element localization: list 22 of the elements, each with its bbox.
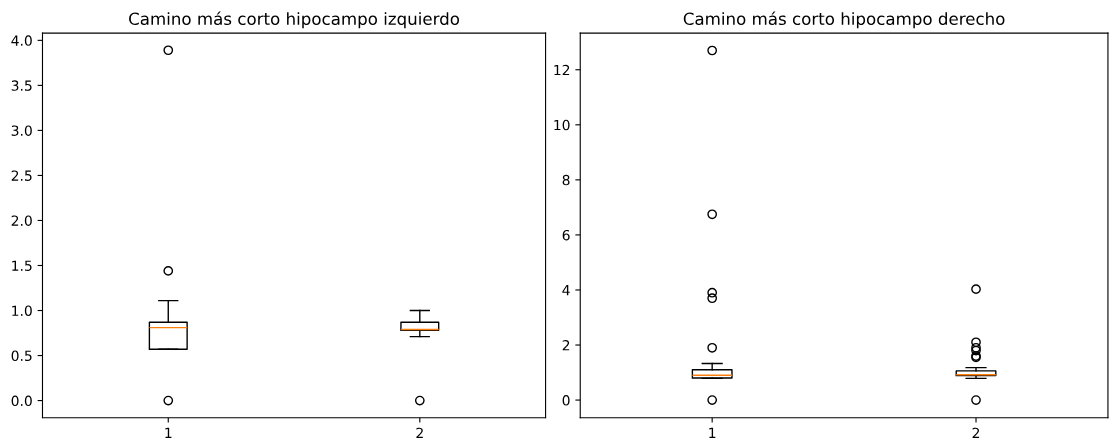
x-tick-label: 1 bbox=[709, 427, 716, 438]
y-tick-label: 12 bbox=[554, 64, 570, 76]
y-tick-label: 6 bbox=[562, 229, 570, 241]
x-tick-label: 2 bbox=[416, 427, 423, 438]
chart-title: Camino más corto hipocampo izquierdo bbox=[129, 11, 460, 29]
y-tick-label: 0 bbox=[562, 395, 570, 406]
y-tick-label: 2.0 bbox=[11, 215, 32, 226]
chart-title: Camino más corto hipocampo derecho bbox=[683, 11, 1005, 29]
x-tick-label: 2 bbox=[972, 427, 980, 438]
y-tick-label: 2 bbox=[562, 339, 570, 351]
y-tick-label: 4 bbox=[562, 285, 570, 296]
y-tick-label: 1.5 bbox=[12, 260, 32, 271]
y-tick-label: 0.5 bbox=[11, 350, 32, 362]
y-tick-label: 1.0 bbox=[12, 305, 32, 316]
y-tick-label: 0.0 bbox=[11, 395, 32, 407]
x-tick-label: 1 bbox=[165, 427, 172, 438]
y-tick-label: 4.0 bbox=[11, 35, 32, 46]
y-tick-label: 3.5 bbox=[11, 80, 32, 91]
y-tick-label: 2.5 bbox=[11, 170, 32, 181]
y-tick-label: 10 bbox=[554, 119, 570, 131]
y-tick-label: 3.0 bbox=[11, 125, 32, 136]
y-tick-label: 8 bbox=[562, 174, 570, 186]
